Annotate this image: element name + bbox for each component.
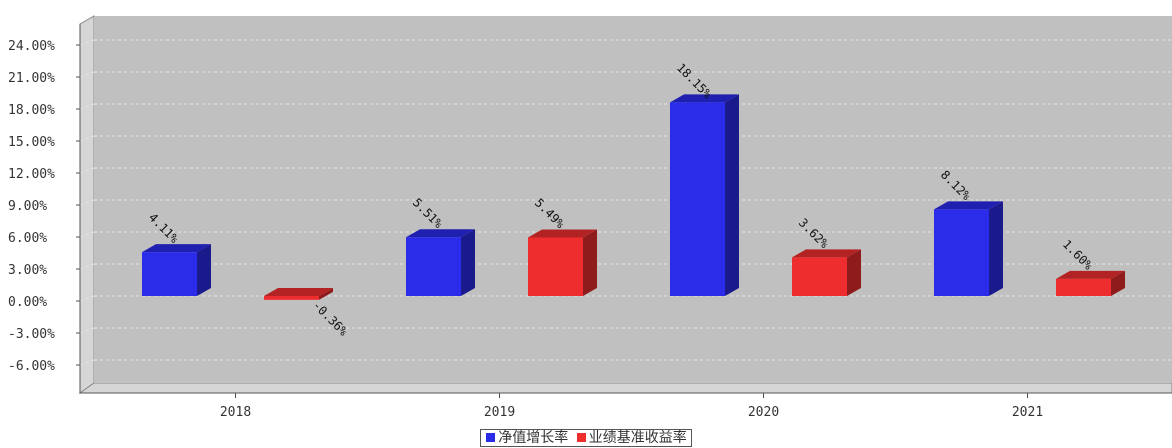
bar-net-value-2020-front — [670, 102, 725, 296]
bar-net-value-2019-front — [406, 237, 461, 296]
y-tick-label: -3.00% — [8, 327, 55, 342]
bar-benchmark-2020-side — [847, 249, 861, 296]
gridline-wall — [79, 295, 95, 302]
gridline-wall — [79, 167, 95, 174]
bar-net-value-2020-side — [725, 94, 739, 296]
bar-net-value-2021-front — [934, 209, 989, 296]
y-tick-label: 9.00% — [8, 199, 47, 214]
bar-benchmark-2019-side — [583, 229, 597, 296]
x-tick-label: 2021 — [1012, 405, 1043, 420]
bar-benchmark-2021-front — [1056, 278, 1111, 296]
y-tick-label: 24.00% — [8, 39, 55, 54]
plot-floor — [78, 382, 1172, 394]
gridline-wall — [79, 263, 95, 270]
bar-net-value-2020-top — [670, 94, 739, 103]
bar-net-value-2018-top — [142, 244, 211, 253]
bar-benchmark-2018-front — [264, 296, 319, 300]
bar-benchmark-2019 — [528, 229, 597, 296]
y-tick-label: 15.00% — [8, 135, 55, 150]
bar-net-value-2019-side — [461, 229, 475, 296]
gridline-wall — [79, 71, 95, 78]
y-tick-label: 0.00% — [8, 295, 47, 310]
bar-benchmark-2019-top — [528, 229, 597, 238]
bar-net-value-2021 — [934, 201, 1003, 296]
bar-benchmark-2018-top — [264, 288, 333, 296]
x-tick-label: 2019 — [484, 405, 515, 420]
bar-net-value-2018-side — [197, 244, 211, 296]
y-tick-label: 3.00% — [8, 263, 47, 278]
bar-benchmark-2018 — [264, 288, 333, 300]
bar-benchmark-2020-top — [792, 249, 861, 258]
legend-box: 净值增长率 业绩基准收益率 — [480, 429, 692, 447]
bar-benchmark-2020 — [792, 249, 861, 296]
bar-benchmark-2021 — [1056, 270, 1125, 296]
bar-net-value-2019 — [406, 229, 475, 296]
bar-net-value-2018 — [142, 244, 211, 296]
gridline-wall — [79, 199, 95, 206]
bar-net-value-2020 — [670, 94, 739, 296]
bar-benchmark-2020-front — [792, 257, 847, 296]
gridline-wall — [79, 39, 95, 46]
x-tick-label: 2018 — [220, 405, 251, 420]
y-tick-label: 12.00% — [8, 167, 55, 182]
legend-label-benchmark: 业绩基准收益率 — [588, 430, 687, 446]
gridline-wall — [79, 103, 95, 110]
legend-swatch-net-value — [486, 433, 496, 442]
bar-benchmark-2021-side — [1111, 270, 1125, 296]
plot-background — [94, 16, 1172, 383]
gridline-wall — [79, 231, 95, 238]
y-tick-label: 6.00% — [8, 231, 47, 246]
gridline-wall — [79, 359, 95, 366]
bar-benchmark-2021-top — [1056, 270, 1125, 279]
legend: 净值增长率 业绩基准收益率 — [0, 429, 1172, 447]
y-tick-label: 21.00% — [8, 71, 55, 86]
bar-benchmark-2018-side — [319, 288, 333, 300]
legend-label-net-value: 净值增长率 — [498, 430, 569, 446]
bar-net-value-2021-top — [934, 201, 1003, 210]
bar-net-value-2018-front — [142, 252, 197, 296]
y-tick-label: 18.00% — [8, 103, 55, 118]
bar-net-value-2019-top — [406, 229, 475, 238]
bar-benchmark-2019-front — [528, 237, 583, 296]
y-tick-label: -6.00% — [8, 359, 55, 374]
gridline-wall — [79, 135, 95, 142]
x-tick-label: 2020 — [748, 405, 779, 420]
gridline-wall — [79, 327, 95, 334]
legend-swatch-benchmark — [576, 433, 586, 442]
bar-net-value-2021-side — [989, 201, 1003, 296]
